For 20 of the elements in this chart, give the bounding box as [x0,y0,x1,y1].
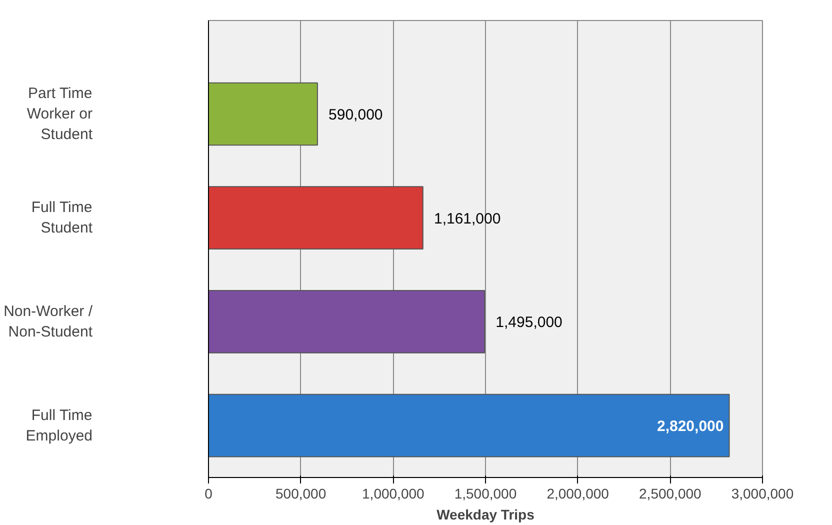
x-tick-label: 2,000,000 [546,486,610,502]
bar [208,290,486,354]
x-tick-label: 3,000,000 [731,486,794,502]
data-label: 1,495,000 [496,314,562,332]
x-axis-title: Weekday Trips [436,506,535,522]
data-label: 590,000 [328,106,383,124]
x-tick-label: 0 [204,486,213,502]
data-label: 1,161,000 [434,210,501,228]
y-tick-label: Non-Worker / Non-Student [4,303,94,340]
bar [208,186,424,250]
x-tick-label: 500,000 [276,486,326,502]
bar [208,394,730,458]
y-tick-label: Part Time Worker or Student [26,85,94,143]
x-tick-label: 1,000,000 [362,486,425,502]
y-tick-label: Full Time Student [31,199,94,237]
x-tick-label: 2,500,000 [639,486,702,502]
bar [208,82,318,146]
y-tick-label: Full Time Employed [26,406,92,444]
data-label: 2,820,000 [656,418,724,436]
x-tick-label: 1,500,000 [454,486,517,502]
